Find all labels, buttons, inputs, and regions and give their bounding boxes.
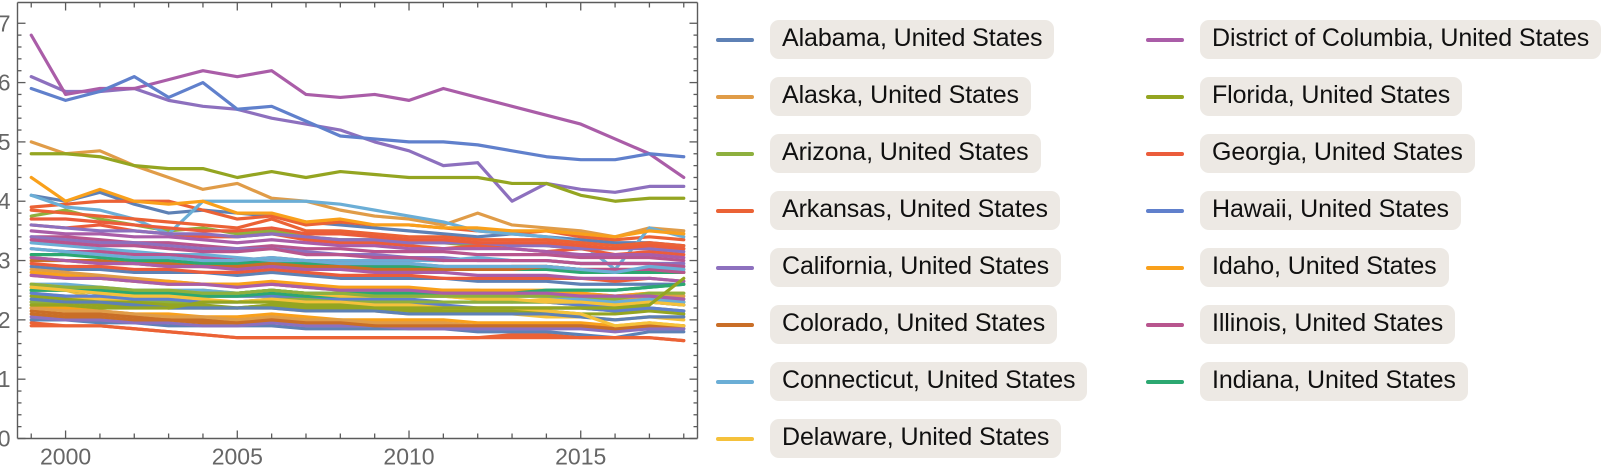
legend-color-swatch-icon bbox=[716, 322, 754, 327]
legend-column-left: Alabama, United States Alaska, United Sta… bbox=[716, 0, 1146, 467]
series-line bbox=[29, 276, 686, 310]
series-line bbox=[29, 217, 686, 251]
legend-color-swatch-icon bbox=[1146, 265, 1184, 270]
series-line bbox=[29, 255, 686, 283]
y-tick-label: 2 bbox=[0, 307, 11, 333]
legend-item[interactable]: District of Columbia, United States bbox=[1146, 11, 1616, 68]
legend-item-label: Illinois, United States bbox=[1200, 305, 1456, 344]
series-line bbox=[29, 152, 686, 203]
series-line bbox=[29, 238, 686, 269]
series-line bbox=[29, 273, 686, 301]
series-line bbox=[29, 223, 686, 254]
series-line bbox=[29, 190, 686, 248]
legend-item-label: Idaho, United States bbox=[1200, 248, 1449, 287]
legend-item-label: Alaska, United States bbox=[770, 77, 1031, 116]
series-line bbox=[29, 285, 686, 328]
legend-item[interactable]: California, United States bbox=[716, 239, 1146, 296]
series-line bbox=[29, 297, 686, 322]
legend-item-label: Indiana, United States bbox=[1200, 362, 1468, 401]
series-group bbox=[29, 33, 686, 343]
legend-item[interactable]: Arizona, United States bbox=[716, 125, 1146, 182]
y-tick-label: 5 bbox=[0, 129, 11, 155]
plot-frame bbox=[16, 1, 699, 440]
legend-item-label: Florida, United States bbox=[1200, 77, 1463, 116]
y-tick-label: 7 bbox=[0, 10, 11, 36]
legend-color-swatch-icon bbox=[716, 208, 754, 213]
x-axis-labels: 2000 2005 2010 2015 bbox=[40, 444, 606, 470]
series-line bbox=[29, 264, 686, 286]
series-line bbox=[29, 75, 686, 162]
series-line bbox=[29, 33, 686, 180]
legend-item-label: Hawaii, United States bbox=[1200, 191, 1461, 230]
y-axis-ticks bbox=[17, 22, 698, 440]
y-axis-labels: 0 1 2 3 4 5 6 7 bbox=[0, 10, 11, 451]
y-tick-label: 6 bbox=[0, 70, 11, 96]
y-tick-label: 4 bbox=[0, 188, 11, 214]
legend-color-swatch-icon bbox=[1146, 379, 1184, 384]
legend-item-label: Connecticut, United States bbox=[770, 362, 1088, 401]
legend-item-label: District of Columbia, United States bbox=[1200, 20, 1602, 59]
chart-legend: Alabama, United States Alaska, United Sta… bbox=[716, 0, 1616, 476]
legend-item-label: California, United States bbox=[770, 248, 1062, 287]
legend-item-label: Alabama, United States bbox=[770, 20, 1055, 59]
x-tick-label: 2000 bbox=[40, 444, 91, 470]
legend-item[interactable]: Alabama, United States bbox=[716, 11, 1146, 68]
line-chart-panel: 2000 2005 2010 2015 0 1 2 3 4 5 6 7 bbox=[0, 0, 710, 476]
y-tick-label: 0 bbox=[0, 426, 11, 452]
x-tick-label: 2005 bbox=[212, 444, 263, 470]
legend-color-swatch-icon bbox=[716, 379, 754, 384]
series-line bbox=[29, 208, 686, 248]
x-tick-label: 2010 bbox=[383, 444, 434, 470]
y-tick-label: 3 bbox=[0, 248, 11, 274]
legend-item-label: Delaware, United States bbox=[770, 419, 1062, 458]
legend-item[interactable]: Colorado, United States bbox=[716, 296, 1146, 353]
series-line bbox=[29, 321, 686, 343]
x-tick-label: 2015 bbox=[555, 444, 606, 470]
legend-item[interactable]: Indiana, United States bbox=[1146, 353, 1616, 410]
legend-color-swatch-icon bbox=[716, 94, 754, 99]
legend-column-right: District of Columbia, United States Flori… bbox=[1146, 0, 1616, 410]
line-chart-svg: 2000 2005 2010 2015 0 1 2 3 4 5 6 7 bbox=[0, 1, 699, 470]
legend-item-label: Arkansas, United States bbox=[770, 191, 1060, 230]
legend-color-swatch-icon bbox=[1146, 322, 1184, 327]
y-tick-label: 1 bbox=[0, 366, 11, 392]
legend-color-swatch-icon bbox=[716, 37, 754, 42]
legend-item[interactable]: Georgia, United States bbox=[1146, 125, 1616, 182]
legend-item[interactable]: Alaska, United States bbox=[716, 68, 1146, 125]
legend-color-swatch-icon bbox=[716, 151, 754, 156]
legend-item[interactable]: Arkansas, United States bbox=[716, 182, 1146, 239]
x-axis-ticks bbox=[30, 2, 685, 439]
legend-item[interactable]: Delaware, United States bbox=[716, 410, 1146, 467]
series-line bbox=[29, 312, 686, 331]
legend-item-label: Georgia, United States bbox=[1200, 134, 1475, 173]
legend-color-swatch-icon bbox=[716, 436, 754, 441]
legend-item[interactable]: Hawaii, United States bbox=[1146, 182, 1616, 239]
legend-item-label: Arizona, United States bbox=[770, 134, 1041, 173]
series-line bbox=[29, 229, 686, 260]
legend-item[interactable]: Connecticut, United States bbox=[716, 353, 1146, 410]
legend-item[interactable]: Idaho, United States bbox=[1146, 239, 1616, 296]
legend-color-swatch-icon bbox=[716, 265, 754, 270]
legend-color-swatch-icon bbox=[1146, 208, 1184, 213]
legend-color-swatch-icon bbox=[1146, 151, 1184, 156]
legend-color-swatch-icon bbox=[1146, 94, 1184, 99]
legend-item[interactable]: Illinois, United States bbox=[1146, 296, 1616, 353]
legend-item[interactable]: Florida, United States bbox=[1146, 68, 1616, 125]
legend-color-swatch-icon bbox=[1146, 37, 1184, 42]
series-line bbox=[29, 247, 686, 274]
legend-item-label: Colorado, United States bbox=[770, 305, 1058, 344]
series-line bbox=[29, 175, 686, 239]
